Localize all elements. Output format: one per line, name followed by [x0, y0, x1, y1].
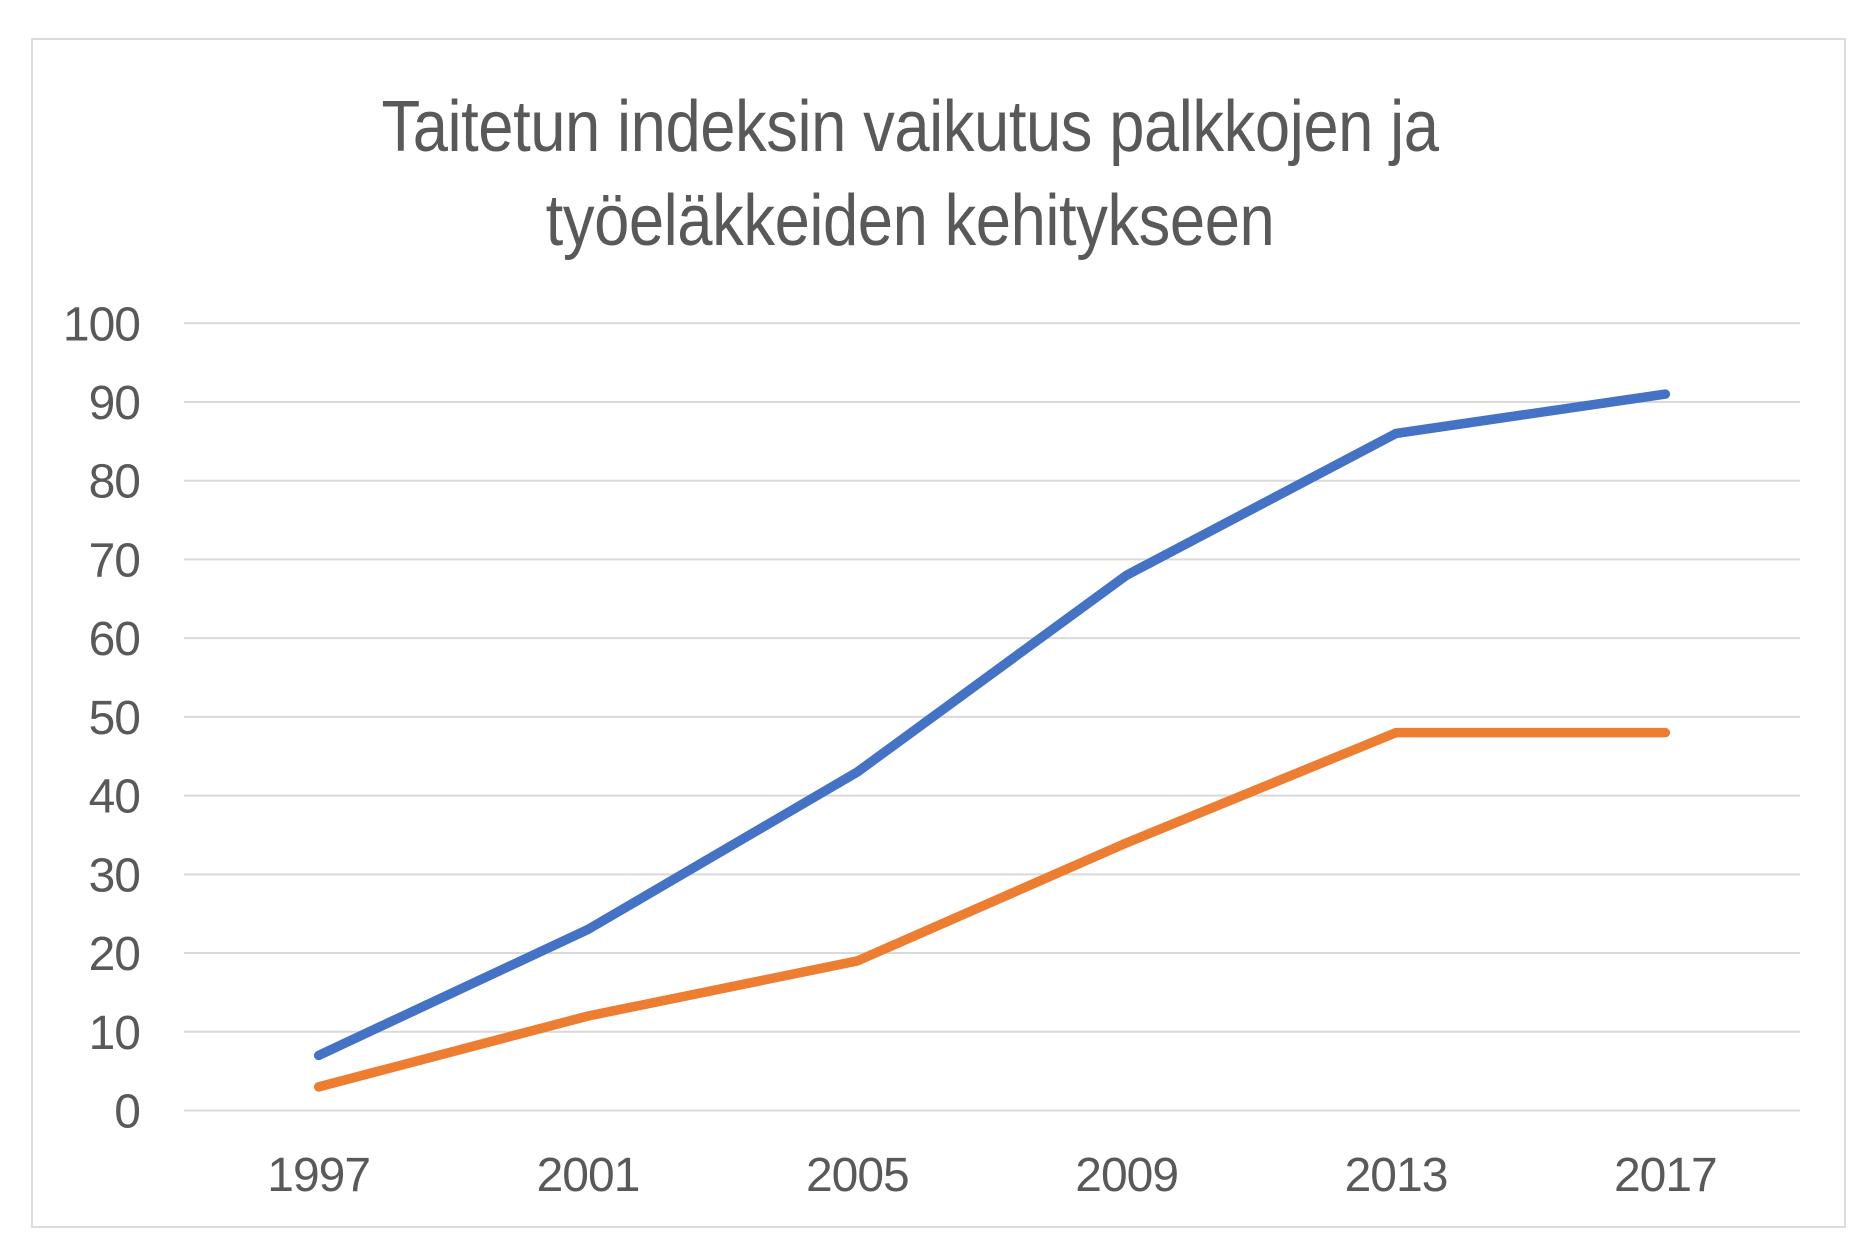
y-tick-label: 40 — [89, 771, 140, 824]
gridlines — [184, 322, 1800, 1112]
x-axis-tick-labels: 1997 2001 2005 2009 2013 2017 — [267, 1149, 1717, 1202]
y-tick-label: 70 — [89, 534, 140, 587]
chart-title-line1: Taitetun indeksin vaikutus palkkojen ja — [381, 87, 1439, 167]
chart-title: Taitetun indeksin vaikutus palkkojen ja … — [109, 80, 1711, 268]
y-tick-label: 90 — [89, 377, 140, 430]
y-tick-label: 50 — [89, 692, 140, 745]
y-axis-tick-labels: 0 10 20 30 40 50 60 70 80 90 100 — [63, 298, 141, 1139]
chart-title-line2: työeläkkeiden kehitykseen — [545, 181, 1275, 261]
chart-frame — [31, 38, 1846, 1228]
y-tick-label: 20 — [89, 928, 140, 981]
y-tick-label: 80 — [89, 456, 140, 509]
x-tick-label: 2005 — [806, 1149, 909, 1202]
series-line-blue — [313, 389, 1671, 1061]
series-line-orange — [313, 727, 1671, 1092]
x-tick-label: 2013 — [1345, 1149, 1448, 1202]
y-tick-label: 0 — [114, 1086, 140, 1139]
x-tick-label: 1997 — [267, 1149, 370, 1202]
y-tick-label: 30 — [89, 849, 140, 902]
x-tick-label: 2001 — [537, 1149, 640, 1202]
x-tick-label: 2017 — [1614, 1149, 1717, 1202]
y-tick-label: 100 — [63, 298, 140, 351]
x-tick-label: 2009 — [1075, 1149, 1178, 1202]
y-tick-label: 60 — [89, 613, 140, 666]
y-tick-label: 10 — [89, 1007, 140, 1060]
